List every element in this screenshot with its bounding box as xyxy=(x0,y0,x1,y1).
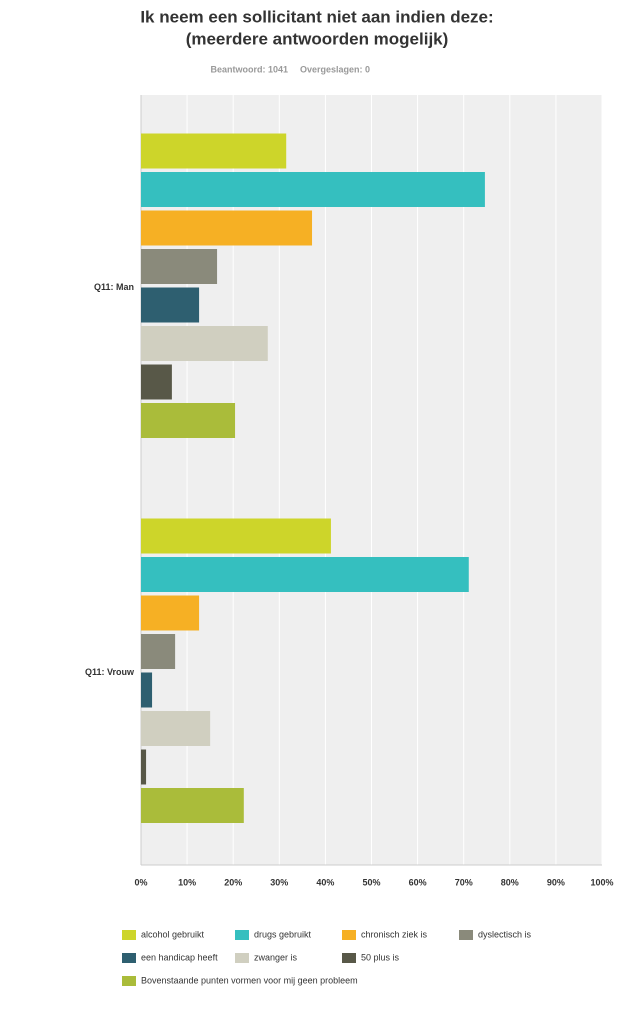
x-tick-label: 70% xyxy=(455,877,473,887)
legend-label: chronisch ziek is xyxy=(361,929,428,939)
x-tick-label: 40% xyxy=(316,877,334,887)
bar xyxy=(141,595,200,631)
x-tick-label: 100% xyxy=(590,877,613,887)
bar xyxy=(141,364,172,400)
bar xyxy=(141,172,485,207)
bar xyxy=(141,672,153,708)
skipped: Overgeslagen: 0 xyxy=(300,64,370,74)
x-tick-label: 90% xyxy=(547,877,565,887)
bar xyxy=(141,557,469,592)
x-tick-label: 50% xyxy=(362,877,380,887)
bar xyxy=(141,749,147,785)
legend-label: drugs gebruikt xyxy=(254,929,312,939)
bar xyxy=(141,133,287,169)
chart-title: Ik neem een sollicitant niet aan indien … xyxy=(140,7,493,26)
bar xyxy=(141,403,236,438)
bar xyxy=(141,326,268,361)
legend-swatch xyxy=(342,953,356,963)
legend-swatch xyxy=(459,930,473,940)
legend-label: dyslectisch is xyxy=(478,929,532,939)
x-tick-label: 0% xyxy=(134,877,147,887)
legend-swatch xyxy=(342,930,356,940)
y-tick-label: Q11: Vrouw xyxy=(85,667,135,677)
bar xyxy=(141,634,176,669)
bar xyxy=(141,210,313,246)
x-tick-label: 10% xyxy=(178,877,196,887)
y-tick-label: Q11: Man xyxy=(94,282,134,292)
bar xyxy=(141,788,244,823)
legend-swatch xyxy=(235,953,249,963)
answered: Beantwoord: 1041 xyxy=(210,64,288,74)
x-tick-label: 60% xyxy=(409,877,427,887)
legend-label: zwanger is xyxy=(254,952,298,962)
bar xyxy=(141,711,211,746)
bar xyxy=(141,287,200,323)
bar xyxy=(141,249,218,284)
legend-label: alcohol gebruikt xyxy=(141,929,205,939)
legend-swatch xyxy=(122,930,136,940)
x-tick-label: 80% xyxy=(501,877,519,887)
x-tick-label: 30% xyxy=(270,877,288,887)
legend-label: een handicap heeft xyxy=(141,952,218,962)
bar xyxy=(141,518,331,554)
x-tick-label: 20% xyxy=(224,877,242,887)
legend-swatch xyxy=(235,930,249,940)
legend-label: Bovenstaande punten vormen voor mij geen… xyxy=(141,975,358,985)
chart-subtitle: (meerdere antwoorden mogelijk) xyxy=(186,29,449,48)
legend-swatch xyxy=(122,953,136,963)
legend-label: 50 plus is xyxy=(361,952,400,962)
legend-swatch xyxy=(122,976,136,986)
